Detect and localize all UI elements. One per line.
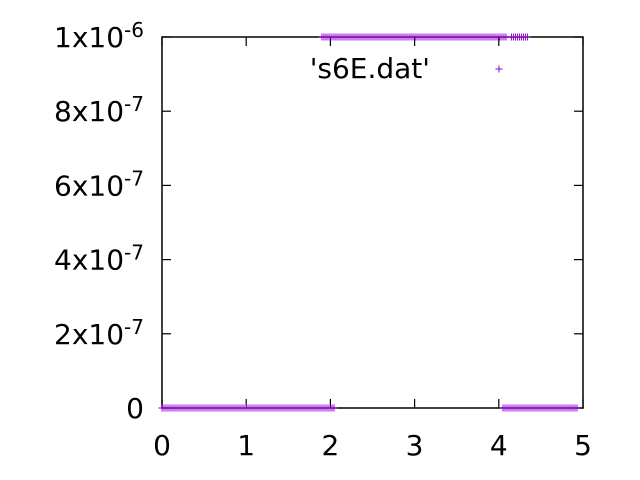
x-tick-label: 1	[237, 429, 255, 462]
y-tick-exponent: -7	[124, 166, 144, 190]
y-tick-label: 0	[126, 392, 144, 425]
data-points	[158, 33, 581, 412]
x-tick-label: 5	[574, 429, 592, 462]
legend-plus-marker	[495, 65, 503, 73]
y-tick-label: 8x10-7	[54, 92, 144, 128]
y-tick-label: 2x10-7	[54, 315, 144, 351]
x-tick-label: 2	[321, 429, 339, 462]
legend-marker	[495, 65, 503, 73]
y-tick-mantissa: 6x10	[54, 169, 124, 202]
y-tick-label: 1x10-6	[54, 18, 144, 54]
plot-frame	[161, 36, 584, 409]
y-tick-mantissa: 0	[126, 392, 144, 425]
y-tick-mantissa: 8x10	[54, 95, 124, 128]
y-tick-label: 4x10-7	[54, 241, 144, 277]
x-tick-label: 4	[490, 429, 508, 462]
y-tick-exponent: -6	[124, 18, 144, 42]
legend: 's6E.dat'	[310, 52, 503, 85]
y-tick-exponent: -7	[124, 241, 144, 265]
legend-label: 's6E.dat'	[310, 52, 430, 85]
x-axis-ticks: 0 1 2 3 4 5	[153, 37, 592, 462]
data-point	[330, 404, 338, 412]
y-tick-exponent: -7	[124, 92, 144, 116]
data-point	[523, 33, 531, 41]
x-tick-label: 3	[406, 429, 424, 462]
y-tick-mantissa: 2x10	[54, 318, 124, 351]
y-tick-exponent: -7	[124, 315, 144, 339]
x-tick-label: 0	[153, 429, 171, 462]
data-point	[573, 404, 581, 412]
y-tick-mantissa: 1x10	[54, 21, 124, 54]
y-tick-mantissa: 4x10	[54, 244, 124, 277]
y-tick-label: 6x10-7	[54, 166, 144, 202]
